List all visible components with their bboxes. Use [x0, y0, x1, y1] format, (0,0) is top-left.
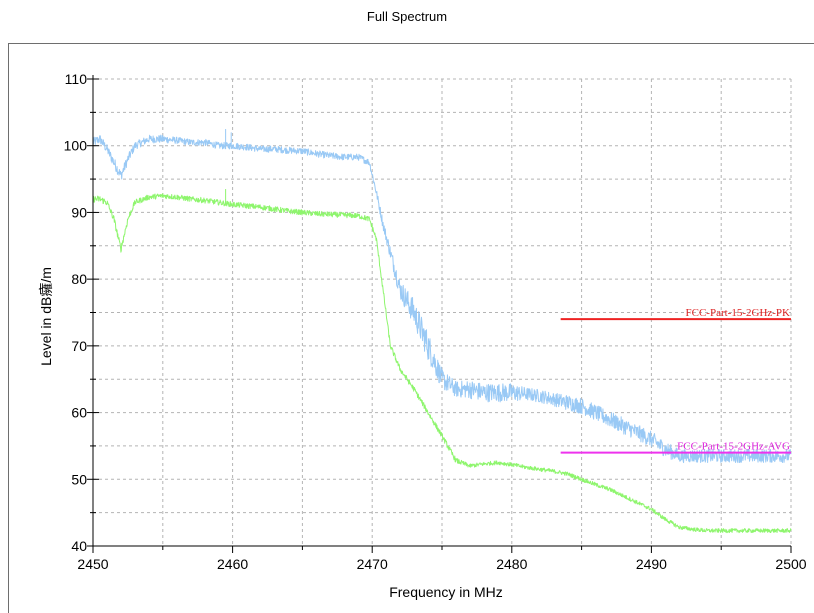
x-tick-label: 2480: [496, 556, 527, 572]
x-tick-label: 2450: [77, 556, 108, 572]
y-tick-label: 60: [71, 405, 87, 421]
x-tick-label: 2490: [636, 556, 667, 572]
series-layer: [92, 129, 792, 534]
y-tick-label: 80: [71, 271, 87, 287]
y-axis-title: Level in dB癕/m: [38, 267, 54, 366]
chart-title: Full Spectrum: [366, 9, 448, 24]
y-tick-label: 100: [64, 138, 88, 154]
axis-layer: 40 50 60 70 80 90 100 110 2450 2460 2470 2480 2490 25…: [64, 71, 807, 572]
x-tick-label: 2460: [217, 556, 248, 572]
y-tick-label: 70: [71, 338, 87, 354]
limit-label-2: FCC-Part-15-2GHz-AVG: [677, 441, 790, 453]
series-line-1: [92, 134, 792, 464]
y-tick-label: 110: [65, 71, 88, 87]
limit-label-1: FCC-Part-15-2GHz-PK: [686, 307, 791, 319]
grid-layer: [93, 78, 792, 546]
plot-frame: [8, 43, 814, 613]
x-tick-label: 2500: [775, 556, 806, 572]
series-line-2: [92, 193, 792, 534]
x-tick-label: 2470: [357, 556, 388, 572]
y-tick-label: 90: [71, 204, 87, 220]
y-tick-label: 40: [71, 538, 87, 554]
limit-layer: FCC-Part-15-2GHz-PK FCC-Part-15-2GHz-AVG: [560, 307, 791, 454]
x-axis-title: Frequency in MHz: [389, 584, 503, 600]
y-tick-label: 50: [71, 471, 87, 487]
